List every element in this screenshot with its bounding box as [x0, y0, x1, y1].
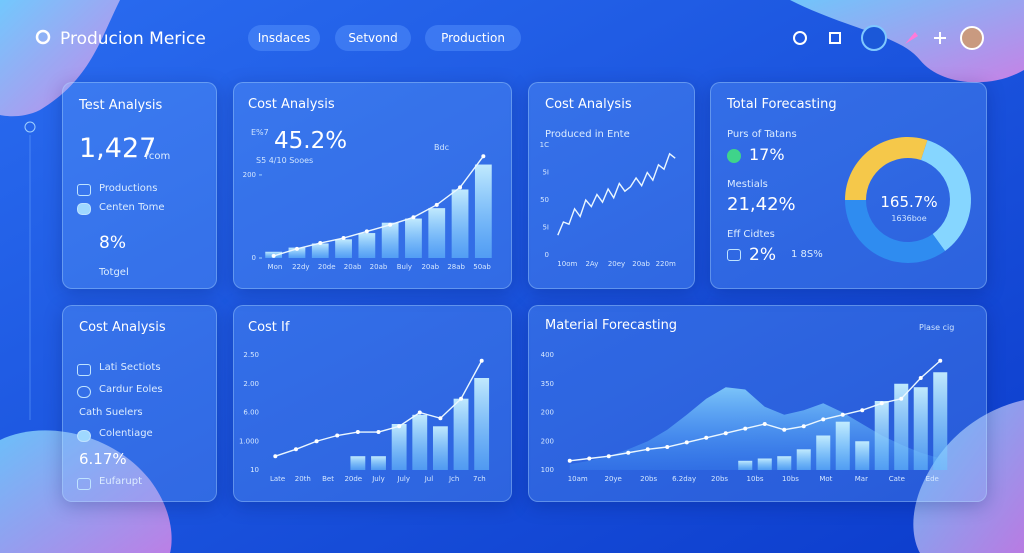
subtitle: Produced in Ente [545, 129, 630, 140]
item: Centen Tome [99, 202, 165, 213]
row-value: 21,42% [727, 194, 796, 215]
icon [77, 364, 91, 376]
panel: Cost Analysis Produced in Ente [528, 82, 695, 289]
row-label: Eff Cidtes [727, 229, 775, 240]
row-extra: 1 8S% [791, 249, 823, 260]
panel: Total Forecasting Purs of Tatans 17% Mes… [710, 82, 987, 289]
row-value: 2% [749, 245, 776, 265]
panel: Cost Analysis Lati Sectiots Cardur Eoles… [62, 305, 217, 502]
panel-title: Test Analysis [79, 98, 163, 113]
icon [77, 430, 91, 442]
panel-title: Cost If [248, 320, 290, 335]
legend: Bdc [434, 143, 449, 152]
donut-sub: 1636boe [891, 214, 927, 223]
icon [727, 249, 741, 261]
menu-item[interactable]: Setvond [335, 25, 411, 51]
menu-item[interactable]: Insdaces [248, 25, 320, 51]
kpi-value: 6.17% [79, 450, 127, 468]
kicker: E%7 [251, 128, 269, 137]
panel: Test Analysis 1,427 rcom Productions Cen… [62, 82, 217, 289]
panel: Cost Analysis E%7 45.2% S5 4/10 Sooes Bd… [233, 82, 512, 289]
footer: Totgel [99, 267, 129, 278]
item: Colentiage [99, 428, 153, 439]
panel-title: Cost Analysis [545, 97, 632, 112]
kpi-value: 1,427 [79, 133, 157, 164]
app-title: Producion Merice [60, 29, 206, 49]
panel-title: Total Forecasting [727, 97, 837, 112]
panel-title: Cost Analysis [248, 97, 335, 112]
item: Cardur Eoles [99, 384, 163, 395]
note: S5 4/10 Sooes [256, 156, 314, 165]
item: Lati Sectiots [99, 362, 161, 373]
item: Productions [99, 183, 158, 194]
icon [727, 149, 741, 163]
panel-title: Cost Analysis [79, 320, 166, 335]
row-value: 17% [749, 145, 785, 164]
icon [77, 184, 91, 196]
panel: Material Forecasting Plase cig [528, 305, 987, 502]
percent: 8% [99, 233, 126, 253]
kpi-unit: rcom [145, 151, 171, 162]
icon [77, 386, 91, 398]
menu-item[interactable]: Production [425, 25, 521, 51]
legend: Plase cig [919, 323, 955, 332]
item: Cath Suelers [79, 407, 143, 418]
kpi-value: 45.2% [274, 128, 348, 154]
icon [77, 203, 91, 215]
panel: Cost If [233, 305, 512, 502]
row-label: Purs of Tatans [727, 129, 797, 140]
row-label: Mestials [727, 179, 768, 190]
icon [77, 478, 91, 490]
panel-title: Material Forecasting [545, 318, 678, 333]
donut-center: 165.7% [880, 193, 938, 211]
footer: Eufarupt [99, 476, 143, 487]
